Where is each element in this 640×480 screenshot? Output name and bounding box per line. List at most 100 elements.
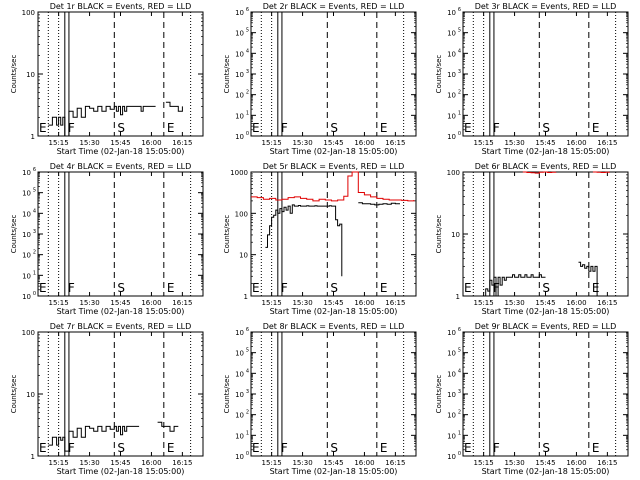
y-tick-label: 10 (235, 432, 244, 440)
y-tick-label: 10 (447, 391, 456, 399)
y-tick-exponent: 4 (246, 48, 249, 54)
panel-det-4: Det 4r BLACK = Events, RED = LLD 15:15 15:… (10, 162, 204, 316)
x-tick-label: 15:30 (79, 299, 99, 307)
event-marker-e: E (464, 121, 472, 135)
events-series-line (48, 421, 179, 452)
y-tick-label: 10 (239, 252, 248, 260)
y-tick-exponent: 4 (458, 368, 461, 374)
x-tick-label: 15:15 (474, 299, 494, 307)
x-axis-label: Start Time (02-Jan-18 15:05:00) (270, 467, 398, 476)
y-tick-label: 10 (235, 350, 244, 358)
plot-frame (462, 11, 629, 137)
x-tick-label: 15:45 (535, 299, 555, 307)
y-tick-label: 10 (235, 391, 244, 399)
panel-title: Det 8r BLACK = Events, RED = LLD (263, 322, 405, 331)
y-tick-label: 100 (447, 169, 460, 177)
panel-det-2: Det 2r BLACK = Events, RED = LLD 15:15 15:… (223, 2, 417, 156)
y-tick-label: 10 (22, 231, 31, 239)
y-axis-label: Counts/sec (223, 375, 231, 414)
event-marker-s: S (542, 441, 550, 455)
x-tick-label: 15:30 (504, 299, 524, 307)
y-tick-label: 10 (447, 112, 456, 120)
x-tick-label: 15:45 (535, 459, 555, 467)
y-axis-label: Counts/sec (223, 215, 231, 254)
y-axis-label: Counts/sec (10, 375, 18, 414)
x-tick-label: 15:15 (262, 459, 282, 467)
y-tick-label: 10 (235, 9, 244, 17)
event-marker-e: E (252, 121, 260, 135)
event-marker-e: E (380, 441, 388, 455)
y-axis-label: Counts/sec (10, 55, 18, 94)
x-tick-label: 15:15 (49, 139, 69, 147)
y-tick-label: 10 (447, 370, 456, 378)
x-axis-label: Start Time (02-Jan-18 15:05:00) (482, 467, 610, 476)
event-marker-e: E (380, 121, 388, 135)
y-tick-label: 1000 (230, 169, 248, 177)
y-tick-exponent: 0 (458, 451, 461, 457)
x-tick-label: 15:45 (535, 139, 555, 147)
y-tick-label: 10 (235, 370, 244, 378)
panel-title: Det 4r BLACK = Events, RED = LLD (50, 162, 192, 171)
x-axis-label: Start Time (02-Jan-18 15:05:00) (57, 467, 185, 476)
panel-title: Det 5r BLACK = Events, RED = LLD (263, 162, 405, 171)
x-tick-label: 16:15 (385, 299, 405, 307)
y-tick-exponent: 2 (458, 410, 461, 416)
y-tick-exponent: 6 (458, 327, 461, 333)
x-tick-label: 15:45 (323, 139, 343, 147)
x-tick-label: 16:00 (141, 139, 161, 147)
x-tick-label: 16:00 (141, 299, 161, 307)
y-tick-label: 10 (447, 329, 456, 337)
event-marker-s: S (117, 441, 125, 455)
y-tick-exponent: 5 (246, 348, 249, 354)
y-tick-exponent: 1 (246, 430, 249, 436)
y-tick-exponent: 3 (246, 69, 249, 75)
y-tick-exponent: 3 (246, 389, 249, 395)
y-tick-label: 10 (447, 453, 456, 461)
lld-series-line (251, 171, 415, 202)
x-axis-label: Start Time (02-Jan-18 15:05:00) (57, 307, 185, 316)
x-tick-label: 16:15 (172, 139, 192, 147)
x-tick-label: 16:00 (566, 459, 586, 467)
y-tick-label: 10 (447, 412, 456, 420)
y-tick-label: 10 (235, 92, 244, 100)
event-marker-f: F (68, 441, 75, 455)
y-tick-exponent: 6 (33, 167, 36, 173)
y-tick-exponent: 2 (246, 410, 249, 416)
y-tick-exponent: 6 (458, 7, 461, 13)
y-tick-label: 10 (447, 133, 456, 141)
x-tick-label: 16:15 (597, 299, 617, 307)
event-marker-s: S (330, 441, 338, 455)
y-tick-label: 1 (244, 293, 248, 301)
y-tick-exponent: 2 (458, 90, 461, 96)
plot-frame (250, 171, 417, 297)
event-marker-e: E (592, 441, 600, 455)
lld-series-line (592, 171, 610, 173)
panel-det-7: Det 7r BLACK = Events, RED = LLD 15:15 15:… (10, 322, 204, 476)
x-tick-label: 15:30 (504, 459, 524, 467)
y-tick-label: 10 (22, 252, 31, 260)
x-tick-label: 15:30 (292, 459, 312, 467)
x-tick-label: 16:15 (385, 459, 405, 467)
y-tick-exponent: 2 (33, 250, 36, 256)
x-tick-label: 16:00 (566, 299, 586, 307)
y-tick-label: 10 (235, 50, 244, 58)
x-tick-label: 15:15 (474, 139, 494, 147)
events-series-line (483, 261, 598, 297)
x-tick-label: 16:15 (172, 299, 192, 307)
x-tick-label: 16:00 (354, 139, 374, 147)
y-tick-label: 10 (26, 391, 35, 399)
panel-title: Det 7r BLACK = Events, RED = LLD (50, 322, 192, 331)
x-axis-label: Start Time (02-Jan-18 15:05:00) (270, 147, 398, 156)
event-marker-e: E (592, 281, 600, 295)
x-tick-label: 15:45 (323, 299, 343, 307)
y-tick-label: 1 (31, 453, 35, 461)
y-tick-label: 10 (22, 210, 31, 218)
y-tick-label: 10 (235, 453, 244, 461)
y-tick-exponent: 5 (458, 28, 461, 34)
y-tick-exponent: 1 (458, 110, 461, 116)
x-tick-label: 16:15 (172, 459, 192, 467)
x-tick-label: 15:45 (323, 459, 343, 467)
x-tick-label: 15:15 (262, 299, 282, 307)
x-tick-label: 15:15 (49, 459, 69, 467)
